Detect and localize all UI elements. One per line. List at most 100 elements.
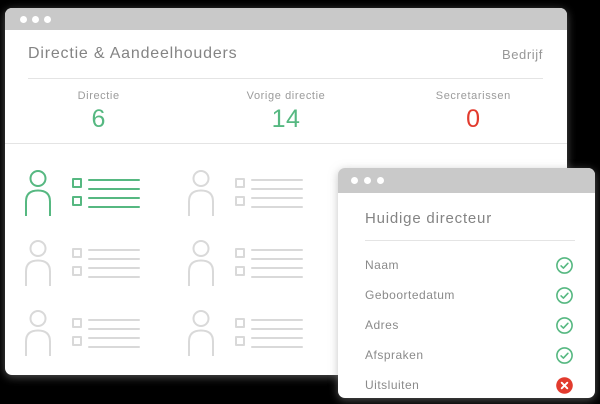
text-line (251, 179, 303, 181)
card-checkbox-column (235, 248, 245, 286)
card-text-lines (88, 249, 140, 286)
detail-window-titlebar (338, 168, 595, 193)
text-line (251, 328, 303, 330)
checkbox-square-icon (72, 266, 82, 276)
status-row-label: Geboortedatum (365, 288, 455, 302)
detail-title: Huidige directeur (365, 210, 492, 227)
window-control-dot (377, 177, 384, 184)
checkbox-square-icon (72, 336, 82, 346)
stats-divider (5, 143, 567, 144)
text-line (88, 328, 140, 330)
card-checkbox-column (72, 178, 82, 216)
window-control-dot (32, 15, 39, 23)
person-icon (25, 240, 51, 286)
person-card[interactable] (25, 240, 188, 286)
text-line (88, 258, 140, 260)
people-grid (5, 144, 567, 356)
stat-value: 6 (91, 105, 106, 133)
card-checkbox-column (72, 318, 82, 356)
status-row-label: Adres (365, 318, 399, 332)
stat-value: 0 (466, 105, 481, 133)
text-line (251, 197, 303, 199)
checkbox-square-icon (72, 318, 82, 328)
main-header: Directie & Aandeelhouders Bedrijf (5, 30, 567, 78)
text-line (251, 346, 303, 348)
person-icon (188, 170, 214, 216)
stat-value: 14 (271, 105, 301, 133)
header-divider (28, 78, 543, 79)
status-row: Adres (365, 310, 573, 340)
check-circle-icon (556, 316, 573, 334)
person-card[interactable] (188, 240, 351, 286)
detail-window: Huidige directeur Naam Geboortedatum (338, 168, 595, 398)
check-circle-icon (556, 346, 573, 364)
window-control-dot (20, 15, 27, 23)
text-line (88, 188, 140, 190)
text-line (251, 206, 303, 208)
status-row-label: Naam (365, 258, 400, 272)
stat-directie: Directie 6 (5, 90, 192, 143)
text-line (251, 188, 303, 190)
person-card[interactable] (188, 170, 351, 216)
stat-label: Secretarissen (435, 90, 511, 102)
status-row: Geboortedatum (365, 280, 573, 310)
detail-header: Huidige directeur (338, 193, 595, 240)
checkbox-square-icon (72, 196, 82, 206)
status-row-label: Afspraken (365, 348, 424, 362)
checkbox-square-icon (235, 336, 245, 346)
text-line (88, 319, 140, 321)
card-checkbox-column (72, 248, 82, 286)
text-line (251, 267, 303, 269)
text-line (251, 276, 303, 278)
card-text-lines (88, 179, 140, 216)
text-line (88, 197, 140, 199)
check-circle-icon (556, 286, 573, 304)
checkbox-square-icon (72, 248, 82, 258)
text-line (88, 249, 140, 251)
text-line (88, 206, 140, 208)
stat-label: Vorige directie (246, 90, 326, 102)
detail-divider (365, 240, 575, 241)
card-checkbox-column (235, 178, 245, 216)
text-line (251, 319, 303, 321)
card-checkbox-column (235, 318, 245, 356)
person-icon (188, 240, 214, 286)
stat-secretarissen: Secretarissen 0 (380, 90, 567, 143)
check-circle-icon (556, 256, 573, 274)
window-control-dot (351, 177, 358, 184)
person-icon (25, 310, 51, 356)
card-text-lines (251, 179, 303, 216)
checkbox-square-icon (72, 178, 82, 188)
stat-label: Directie (77, 90, 120, 102)
person-icon (25, 170, 51, 216)
text-line (88, 346, 140, 348)
card-text-lines (251, 249, 303, 286)
text-line (88, 179, 140, 181)
status-row: Uitsluiten (365, 370, 573, 400)
checkbox-square-icon (235, 178, 245, 188)
card-text-lines (251, 319, 303, 356)
nav-item-bedrijf[interactable]: Bedrijf (501, 46, 543, 62)
checkbox-square-icon (235, 248, 245, 258)
status-row: Afspraken (365, 340, 573, 370)
text-line (251, 258, 303, 260)
cross-circle-icon (556, 376, 573, 394)
person-card[interactable] (188, 310, 351, 356)
page-title: Directie & Aandeelhouders (28, 45, 238, 62)
window-control-dot (44, 15, 51, 23)
text-line (88, 337, 140, 339)
person-card[interactable] (25, 170, 188, 216)
text-line (88, 276, 140, 278)
status-row: Naam (365, 250, 573, 280)
main-window-titlebar (5, 8, 567, 30)
stats-row: Directie 6 Vorige directie 14 Secretaris… (5, 79, 567, 143)
checkbox-square-icon (235, 196, 245, 206)
person-icon (188, 310, 214, 356)
person-card[interactable] (25, 310, 188, 356)
status-row-label: Uitsluiten (365, 378, 420, 392)
text-line (251, 249, 303, 251)
card-text-lines (88, 319, 140, 356)
text-line (88, 267, 140, 269)
status-list: Naam Geboortedatum (338, 241, 595, 400)
